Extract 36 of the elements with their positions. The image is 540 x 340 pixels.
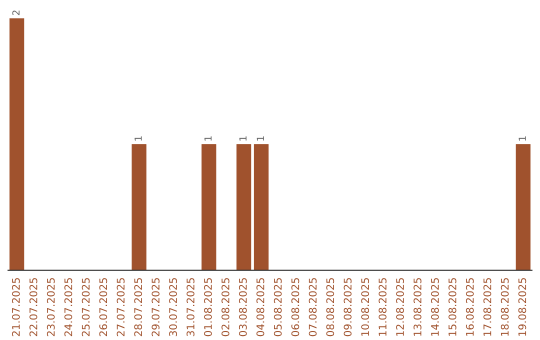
x-tick-label: 08.08.2025 [326, 278, 334, 336]
x-tick-label: 09.08.2025 [344, 278, 352, 336]
x-tick-label: 29.07.2025 [152, 278, 160, 336]
x-tick-label: 04.08.2025 [256, 278, 264, 336]
data-label: 1 [256, 136, 264, 141]
x-tick-label: 18.08.2025 [500, 278, 509, 336]
data-label: 1 [204, 136, 212, 141]
x-tick-label: 06.08.2025 [291, 278, 300, 336]
x-tick-label: 13.08.2025 [414, 278, 422, 336]
data-label: 2 [12, 10, 20, 16]
x-tick-label: 05.08.2025 [274, 278, 282, 336]
x-tick-label: 27.07.2025 [116, 278, 125, 336]
x-tick-label: 14.08.2025 [431, 278, 439, 336]
x-tick-label: 01.08.2025 [204, 278, 212, 336]
x-tick-label: 07.08.2025 [308, 278, 317, 336]
x-tick-label: 12.08.2025 [396, 278, 404, 336]
x-tick-label: 16.08.2025 [466, 278, 474, 336]
data-label: 1 [518, 136, 526, 141]
x-tick-label: 10.08.2025 [361, 278, 370, 336]
x-tick-label: 24.07.2025 [64, 278, 72, 336]
x-tick-label: 25.07.2025 [82, 278, 90, 336]
x-tick-label: 17.08.2025 [483, 278, 492, 336]
x-tick-label: 22.07.2025 [29, 278, 38, 336]
x-tick-label: 26.07.2025 [99, 278, 108, 336]
x-tick-label: 31.07.2025 [186, 278, 194, 336]
x-tick-label: 30.07.2025 [169, 278, 177, 336]
x-tick-label: 15.08.2025 [448, 278, 456, 336]
x-tick-label: 28.07.2025 [134, 278, 142, 336]
data-label: 1 [239, 136, 246, 141]
x-tick-label: 19.08.2025 [518, 278, 526, 336]
x-tick-label: 23.07.2025 [46, 278, 55, 336]
data-label: 1 [134, 136, 142, 141]
x-tick-label: 11.08.2025 [378, 278, 387, 336]
x-tick-label: 03.08.2025 [238, 278, 247, 336]
x-tick-label: 21.07.2025 [12, 278, 20, 336]
x-tick-label: 02.08.2025 [221, 278, 230, 336]
